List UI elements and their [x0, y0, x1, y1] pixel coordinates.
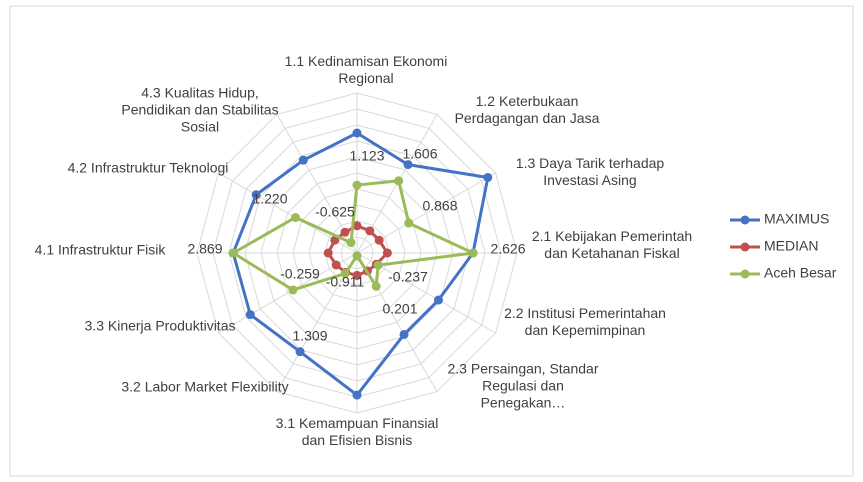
data-point — [394, 176, 404, 186]
data-point — [323, 248, 333, 258]
data-label: 2.626 — [490, 241, 525, 257]
legend-label: Aceh Besar — [764, 265, 837, 281]
data-point — [433, 295, 443, 305]
data-point — [245, 310, 255, 320]
data-label: -0.911 — [326, 274, 365, 290]
data-point — [340, 269, 350, 279]
data-point — [352, 390, 362, 400]
data-label: 0.868 — [422, 198, 457, 214]
data-label: 1.220 — [252, 191, 287, 207]
data-point — [352, 180, 362, 190]
legend-label: MAXIMUS — [764, 211, 829, 227]
data-point — [251, 190, 261, 200]
data-label: 1.309 — [292, 328, 327, 344]
data-point — [468, 248, 478, 258]
data-point — [340, 227, 350, 237]
category-label: 3.1 Kemampuan Finansial dan Efisien Bisn… — [275, 415, 439, 448]
data-point — [371, 281, 381, 291]
data-label: 0.201 — [382, 301, 417, 317]
data-point — [331, 260, 341, 270]
data-point — [365, 226, 375, 236]
data-point — [382, 248, 392, 258]
data-point — [288, 285, 298, 295]
data-point — [352, 221, 362, 231]
category-label: 4.3 Kualitas Hidup, Pendidikan dan Stabi… — [121, 84, 279, 135]
data-point — [290, 212, 300, 222]
data-label: 1.606 — [402, 146, 437, 162]
data-point — [374, 235, 384, 245]
category-label: 2.3 Persaingan, Standar Regulasi dan Pen… — [447, 360, 599, 411]
chart-border — [9, 5, 854, 477]
legend-marker — [740, 269, 750, 279]
legend-marker — [740, 242, 750, 252]
data-label: -0.237 — [388, 269, 428, 285]
data-point — [352, 128, 362, 138]
category-label: 3.3 Kinerja Produktivitas — [84, 317, 236, 334]
category-label: 2.1 Kebijakan Pemerintah dan Ketahanan F… — [531, 228, 693, 261]
legend-label: MEDIAN — [764, 238, 818, 254]
category-label: 3.2 Labor Market Flexibility — [121, 378, 289, 395]
category-label: 1.1 Kedinamisan Ekonomi Regional — [284, 53, 448, 86]
legend-marker — [740, 215, 750, 225]
data-point — [483, 172, 493, 182]
data-point — [346, 238, 356, 248]
data-point — [352, 251, 362, 261]
data-label: -0.625 — [315, 204, 355, 220]
data-label: -0.259 — [280, 266, 320, 282]
data-point — [399, 329, 409, 339]
data-point — [228, 248, 238, 258]
data-point — [295, 347, 305, 357]
data-label: 2.869 — [187, 241, 222, 257]
category-label: 1.2 Keterbukaan Perdagangan dan Jasa — [454, 93, 600, 126]
category-label: 4.1 Infrastruktur Fisik — [34, 241, 166, 258]
category-label: 1.3 Daya Tarik terhadap Investasi Asing — [515, 155, 665, 188]
category-label: 2.2 Institusi Pemerintahan dan Kepemimpi… — [504, 305, 666, 338]
data-point — [352, 270, 362, 280]
data-label: 1.123 — [349, 148, 384, 164]
data-point — [373, 260, 383, 270]
data-point — [404, 218, 414, 228]
data-point — [403, 160, 413, 170]
data-point — [298, 155, 308, 165]
category-label: 4.2 Infrastruktur Teknologi — [67, 159, 229, 176]
